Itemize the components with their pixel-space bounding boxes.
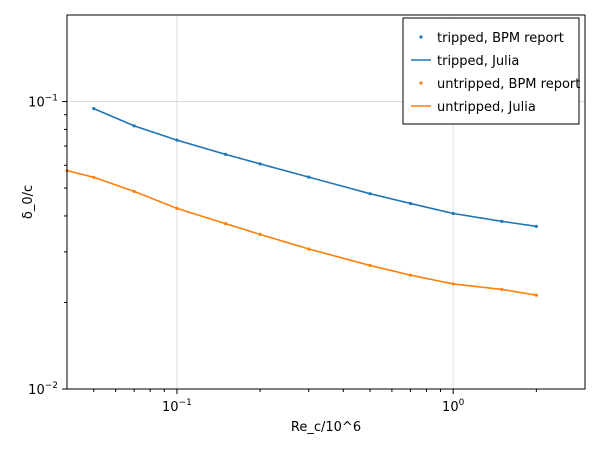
plot-frame bbox=[66, 14, 586, 390]
series-line bbox=[66, 169, 537, 296]
legend-label: untripped, Julia bbox=[437, 100, 536, 115]
y-tick-label: 10−1 bbox=[28, 94, 58, 111]
legend-label: untripped, BPM report bbox=[437, 77, 580, 92]
legend: tripped, BPM report tripped, Julia untripp… bbox=[402, 17, 580, 125]
y-tick-label: 10−2 bbox=[28, 381, 58, 398]
x-tick-label: 100 bbox=[442, 398, 465, 415]
x-axis-label: Re_c/10^6 bbox=[291, 420, 361, 435]
axis-ticks: 10−1 100 10−2 10−1 bbox=[28, 94, 537, 415]
series-tripped-julia bbox=[93, 107, 537, 228]
legend-item: untripped, BPM report bbox=[419, 77, 580, 92]
legend-label: tripped, BPM report bbox=[437, 31, 564, 46]
legend-swatch bbox=[419, 35, 423, 39]
series-untripped-julia bbox=[66, 169, 537, 296]
legend-box bbox=[402, 17, 580, 125]
series-line bbox=[93, 107, 537, 228]
y-axis-label: δ_0/c bbox=[21, 185, 36, 219]
legend-swatch bbox=[419, 81, 423, 85]
legend-label: tripped, Julia bbox=[437, 54, 519, 69]
x-tick-label: 10−1 bbox=[162, 398, 192, 415]
legend-item: tripped, Julia bbox=[411, 54, 519, 69]
legend-item: tripped, BPM report bbox=[419, 31, 564, 46]
plot-series bbox=[65, 106, 538, 297]
legend-item: untripped, Julia bbox=[411, 100, 536, 115]
